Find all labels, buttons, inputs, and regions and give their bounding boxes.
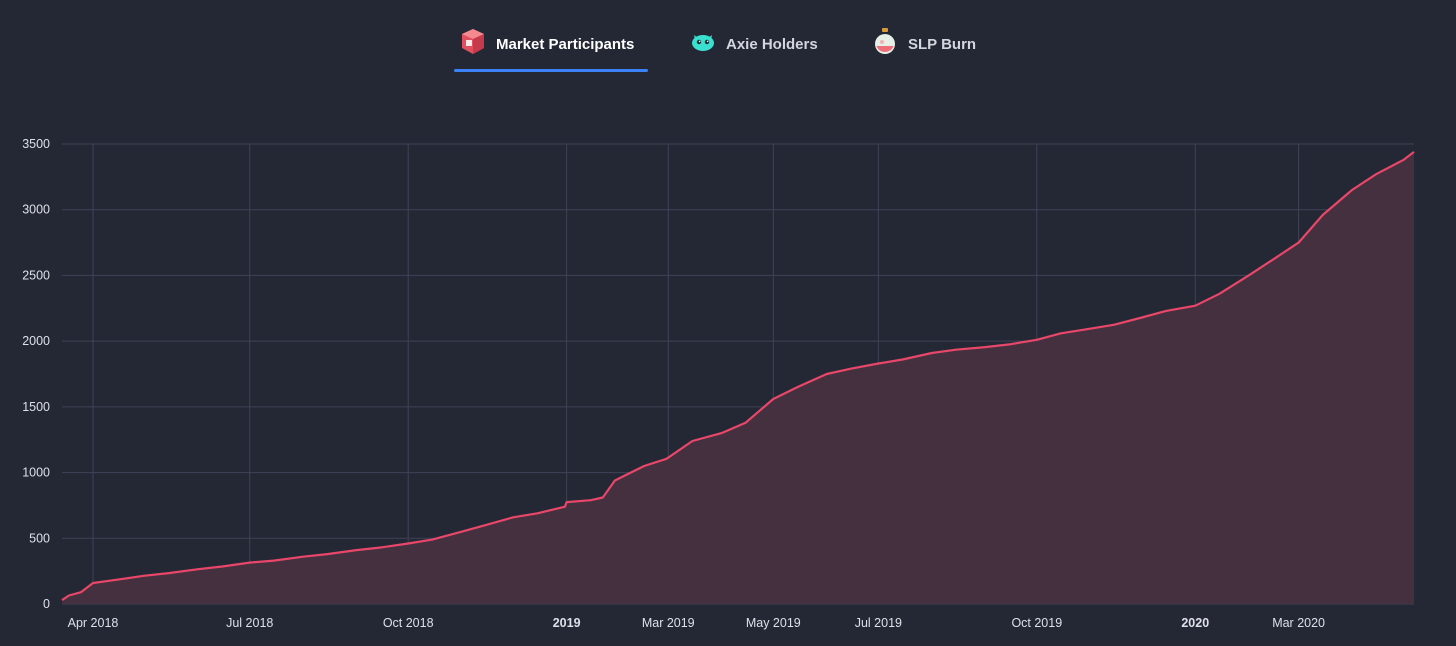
x-tick-label: 2020 [1181,616,1209,630]
tab-axie-holders[interactable]: Axie Holders [690,26,818,72]
y-tick-label: 500 [29,531,50,545]
tab-slp-burn[interactable]: SLP Burn [872,26,976,72]
axie-icon [692,35,714,51]
x-tick-label: 2019 [553,616,581,630]
x-tick-label: Oct 2018 [383,616,434,630]
y-tick-label: 2000 [22,334,50,348]
x-tick-label: Jul 2018 [226,616,273,630]
x-tick-label: Mar 2020 [1272,616,1325,630]
tab-market-participants[interactable]: Market Participants [454,26,648,72]
x-tick-label: Oct 2019 [1011,616,1062,630]
tab-label: Market Participants [496,36,635,53]
box-icon [462,29,484,54]
y-tick-label: 3500 [22,137,50,151]
y-tick-label: 1500 [22,400,50,414]
series-line [61,151,1415,602]
tab-label: SLP Burn [908,36,977,53]
y-tick-label: 3000 [22,203,50,217]
y-tick-label: 2500 [22,268,50,282]
x-tick-label: Mar 2019 [642,616,695,630]
tab-bar: Market Participants Axie Holders SLP Bur… [0,0,1456,80]
x-tick-label: Apr 2018 [68,616,119,630]
x-tick-label: May 2019 [746,616,801,630]
series-area [62,151,1414,604]
y-tick-label: 1000 [22,466,50,480]
x-tick-label: Jul 2019 [855,616,902,630]
y-tick-label: 0 [43,597,50,611]
tab-label: Axie Holders [726,36,818,53]
active-tab-indicator [454,69,648,72]
potion-icon [875,28,895,54]
